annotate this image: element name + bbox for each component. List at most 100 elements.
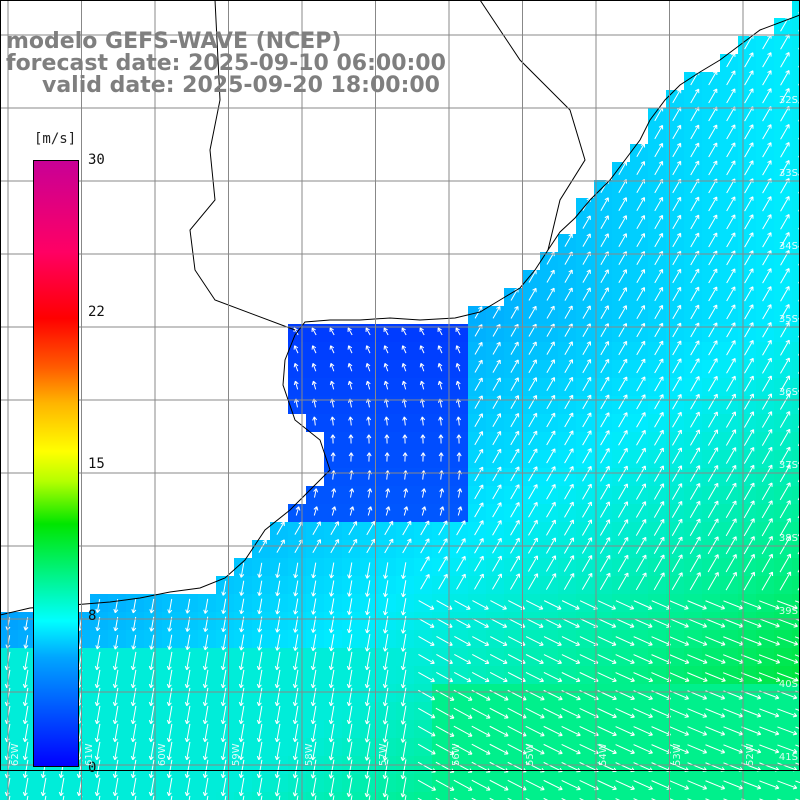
- wind-arrow: [346, 651, 353, 671]
- wind-arrow: [510, 412, 520, 428]
- wind-arrow: [615, 708, 635, 719]
- wind-arrow: [615, 744, 635, 755]
- wind-arrow: [597, 744, 617, 755]
- wind-arrow: [723, 726, 744, 736]
- wind-arrow: [382, 669, 389, 689]
- wind-arrow: [383, 580, 389, 598]
- wind-arrow: [672, 214, 682, 230]
- wind-arrow: [328, 634, 335, 652]
- wind-arrow: [220, 723, 227, 743]
- wind-arrow: [313, 506, 319, 516]
- longitude-label: 62W: [10, 743, 21, 766]
- wind-arrow: [489, 743, 509, 755]
- colorbar-tick-15: 15: [88, 456, 105, 472]
- wind-arrow: [654, 160, 664, 176]
- wind-arrow: [95, 599, 101, 613]
- wind-arrow: [708, 393, 718, 410]
- wind-arrow: [238, 723, 245, 743]
- wind-cell: [396, 792, 414, 800]
- wind-arrow: [546, 412, 556, 428]
- wind-arrow: [636, 376, 646, 392]
- wind-arrow: [690, 376, 700, 392]
- wind-arrow: [759, 780, 780, 790]
- wind-arrow: [112, 705, 119, 725]
- wind-arrow: [310, 687, 317, 707]
- wind-arrow: [256, 741, 263, 761]
- wind-arrow: [525, 618, 544, 628]
- wind-arrow: [311, 345, 317, 354]
- wind-arrow: [741, 744, 762, 754]
- wind-arrow: [330, 452, 336, 462]
- wind-arrow: [582, 465, 592, 482]
- wind-arrow: [185, 598, 191, 614]
- wind-arrow: [705, 618, 726, 628]
- wind-arrow: [364, 723, 371, 743]
- wind-cell: [18, 792, 36, 800]
- wind-arrow: [22, 651, 29, 671]
- wind-arrow: [582, 215, 591, 229]
- wind-arrow: [438, 434, 444, 444]
- wind-arrow: [762, 357, 772, 374]
- wind-arrow: [402, 520, 412, 536]
- wind-arrow: [383, 327, 389, 336]
- wind-arrow: [635, 483, 647, 500]
- wind-cell: [216, 792, 234, 800]
- wind-arrow: [346, 687, 353, 707]
- wind-arrow: [725, 482, 737, 500]
- wind-arrow: [453, 725, 473, 737]
- wind-cell: [792, 486, 800, 504]
- wind-arrow: [293, 363, 299, 372]
- wind-cell: [792, 648, 800, 666]
- wind-arrow: [618, 394, 628, 410]
- wind-arrow: [435, 743, 455, 755]
- wind-arrow: [780, 88, 790, 104]
- wind-arrow: [708, 142, 718, 158]
- wind-arrow: [725, 429, 737, 446]
- wind-arrow: [597, 726, 617, 737]
- wind-arrow: [723, 744, 744, 754]
- wind-arrow: [761, 482, 773, 501]
- wind-arrow: [690, 304, 700, 320]
- wind-arrow: [618, 483, 628, 500]
- wind-arrow: [238, 741, 245, 761]
- wind-arrow: [689, 554, 701, 573]
- wind-arrow: [435, 725, 455, 737]
- wind-arrow: [669, 708, 690, 718]
- wind-cell: [792, 684, 800, 702]
- wind-arrow: [332, 795, 335, 800]
- wind-arrow: [689, 447, 701, 464]
- wind-cell: [468, 792, 486, 800]
- wind-arrow: [152, 795, 155, 800]
- wind-arrow: [474, 341, 483, 355]
- wind-arrow: [654, 411, 664, 428]
- wind-arrow: [202, 705, 209, 725]
- wind-arrow: [238, 687, 245, 707]
- wind-arrow: [8, 795, 11, 800]
- wind-arrow: [687, 672, 708, 683]
- wind-arrow: [23, 635, 29, 649]
- wind-arrow: [779, 482, 791, 501]
- wind-arrow: [687, 618, 708, 628]
- wind-arrow: [726, 196, 736, 212]
- wind-arrow: [401, 562, 407, 580]
- wind-arrow: [275, 598, 281, 615]
- wind-arrow: [525, 743, 545, 755]
- wind-arrow: [636, 394, 646, 410]
- wind-arrow: [779, 375, 791, 392]
- wind-arrow: [166, 651, 173, 671]
- wind-arrow: [474, 448, 484, 464]
- wind-cell: [792, 558, 800, 576]
- wind-arrow: [780, 160, 790, 176]
- wind-arrow: [741, 708, 762, 718]
- wind-arrow: [795, 780, 800, 784]
- wind-arrow: [777, 600, 798, 610]
- wind-arrow: [239, 580, 245, 596]
- wind-cell: [360, 792, 378, 800]
- wind-arrow: [618, 161, 627, 176]
- wind-arrow: [400, 759, 407, 780]
- wind-arrow: [510, 395, 520, 410]
- wind-arrow: [564, 305, 573, 319]
- land-area: [0, 0, 800, 615]
- wind-cell: [792, 252, 800, 270]
